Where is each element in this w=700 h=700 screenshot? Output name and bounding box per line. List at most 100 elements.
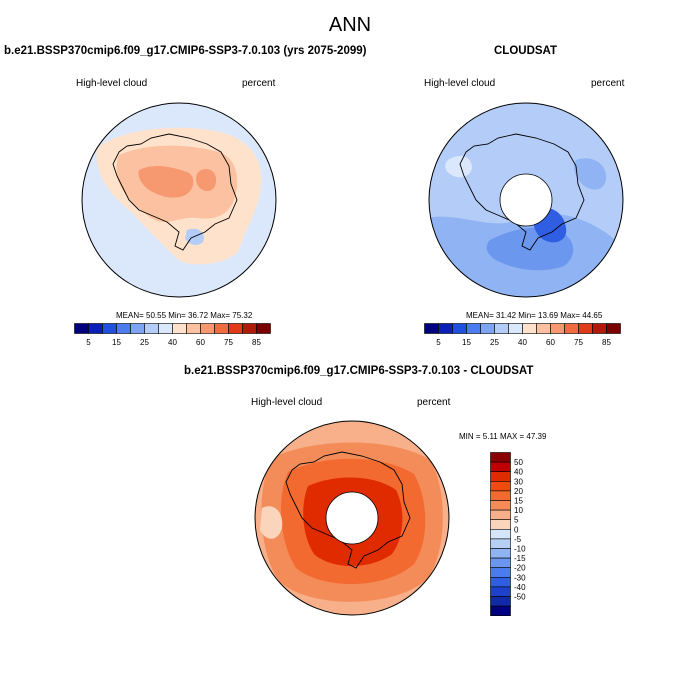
diff-colorbar-swatch	[490, 577, 511, 588]
diff-colorbar-swatch	[490, 586, 511, 597]
model-right-label: percent	[242, 78, 276, 89]
diff-polar-map	[254, 420, 450, 616]
obs-colorbar: 515254060758595	[424, 323, 621, 347]
diff-colorbar-tick-label: -30	[514, 573, 526, 582]
diff-stats: MIN = 5.11 MAX = 47.39	[459, 432, 547, 441]
obs-panel-title: CLOUDSAT	[494, 45, 558, 57]
model-colorbar-tick-label: 60	[196, 338, 205, 347]
diff-colorbar-tick-label: 40	[514, 468, 523, 477]
diff-colorbar-tick-label: 15	[514, 497, 523, 506]
diff-colorbar-tick-label: -40	[514, 583, 526, 592]
model-colorbar-swatch	[116, 323, 131, 334]
model-contour-2	[196, 168, 217, 192]
obs-colorbar-swatch	[494, 323, 509, 334]
obs-colorbar-tick-label: 60	[546, 338, 555, 347]
obs-antarctica-coastline	[459, 133, 585, 251]
model-colorbar-swatch	[144, 323, 159, 334]
model-colorbar-swatch	[228, 323, 243, 334]
figure-title: ANN	[328, 14, 372, 36]
diff-antarctica-coastline	[285, 451, 411, 569]
diff-colorbar-swatch	[490, 596, 511, 607]
model-colorbar-swatch	[214, 323, 229, 334]
obs-missing-data-hole	[499, 173, 553, 227]
diff-colorbar-swatch	[490, 529, 511, 540]
diff-colorbar-tick-label: -20	[514, 564, 526, 573]
diff-colorbar-swatch	[490, 605, 511, 617]
diff-colorbar-tick-label: 50	[514, 458, 523, 467]
obs-colorbar-swatch	[606, 323, 621, 334]
model-colorbar-swatch	[172, 323, 187, 334]
diff-map-border	[254, 420, 450, 616]
obs-right-label: percent	[591, 78, 625, 89]
diff-colorbar-swatch	[490, 548, 511, 559]
diff-colorbar-tick-label: -10	[514, 545, 526, 554]
diff-colorbar-tick-label: 5	[514, 516, 519, 525]
obs-map-border	[428, 102, 624, 298]
diff-left-label: High-level cloud	[251, 397, 323, 408]
diff-colorbar-swatch	[490, 500, 511, 511]
obs-colorbar-swatch	[452, 323, 467, 334]
obs-colorbar-tick-label: 75	[574, 338, 583, 347]
diff-colorbar-tick-label: 20	[514, 487, 523, 496]
obs-colorbar-swatch	[466, 323, 481, 334]
obs-colorbar-tick-label: 85	[602, 338, 611, 347]
diff-colorbar-tick-label: -15	[514, 554, 526, 563]
obs-colorbar-swatch	[564, 323, 579, 334]
model-colorbar-tick-label: 85	[252, 338, 261, 347]
diff-colorbar-swatch	[490, 471, 511, 482]
obs-colorbar-swatch	[522, 323, 537, 334]
diff-colorbar-swatch	[490, 452, 511, 463]
diff-colorbar-swatch	[490, 538, 511, 549]
obs-colorbar-swatch	[508, 323, 523, 334]
diff-missing-data-hole	[325, 491, 379, 545]
model-map-border	[81, 102, 277, 298]
obs-contour-3	[574, 158, 607, 190]
model-colorbar-tick-label: 25	[140, 338, 149, 347]
obs-colorbar-swatch	[592, 323, 607, 334]
obs-colorbar-swatch	[438, 323, 453, 334]
obs-colorbar-tick-label: 40	[518, 338, 527, 347]
model-colorbar-swatch	[74, 323, 89, 334]
model-colorbar-swatch	[242, 323, 257, 334]
obs-colorbar-tick-label: 25	[490, 338, 499, 347]
diff-colorbar-swatch	[490, 480, 511, 492]
obs-light-patch	[445, 155, 472, 178]
diff-colorbar-tick-label: 30	[514, 477, 523, 486]
diff-right-label: percent	[417, 397, 451, 408]
diff-light-patch	[260, 506, 283, 539]
model-colorbar-tick-label: 40	[168, 338, 177, 347]
diff-colorbar-swatch	[490, 519, 511, 530]
model-antarctica-coastline	[112, 133, 238, 251]
diff-colorbar-tick-label: 0	[514, 525, 519, 534]
model-core-contour	[138, 166, 194, 198]
diff-colorbar-swatch	[490, 557, 511, 568]
diff-colorbar-swatch	[490, 461, 511, 473]
diff-panel-title: b.e21.BSSP370cmip6.f09_g17.CMIP6-SSP3-7.…	[184, 365, 534, 377]
diff-colorbar-swatch	[490, 567, 511, 578]
obs-colorbar-tick-label: 5	[436, 338, 441, 347]
diff-colorbar-tick-label: -50	[514, 593, 526, 602]
model-colorbar-swatch	[158, 323, 173, 334]
obs-stats: MEAN= 31.42 Min= 13.69 Max= 44.65	[466, 311, 603, 320]
diff-colorbar-tick-label: -5	[514, 535, 522, 544]
model-colorbar: 515254060758595	[74, 323, 271, 347]
model-colorbar-swatch	[88, 323, 103, 334]
model-colorbar-swatch	[102, 323, 117, 334]
model-colorbar-tick-label: 5	[86, 338, 91, 347]
model-panel-title: b.e21.BSSP370cmip6.f09_g17.CMIP6-SSP3-7.…	[4, 45, 367, 57]
model-colorbar-tick-label: 75	[224, 338, 233, 347]
obs-colorbar-swatch	[424, 323, 439, 334]
obs-colorbar-swatch	[578, 323, 593, 334]
obs-left-label: High-level cloud	[424, 78, 496, 89]
model-colorbar-swatch	[200, 323, 215, 334]
model-colorbar-swatch	[186, 323, 201, 334]
model-stats: MEAN= 50.55 Min= 36.72 Max= 75.32	[116, 311, 253, 320]
obs-colorbar-tick-label: 15	[462, 338, 471, 347]
diff-colorbar-swatch	[490, 509, 511, 520]
diff-colorbar-tick-label: 10	[514, 506, 523, 515]
model-colorbar-tick-label: 15	[112, 338, 121, 347]
obs-colorbar-swatch	[536, 323, 551, 334]
model-colorbar-swatch	[130, 323, 145, 334]
obs-colorbar-swatch	[550, 323, 565, 334]
